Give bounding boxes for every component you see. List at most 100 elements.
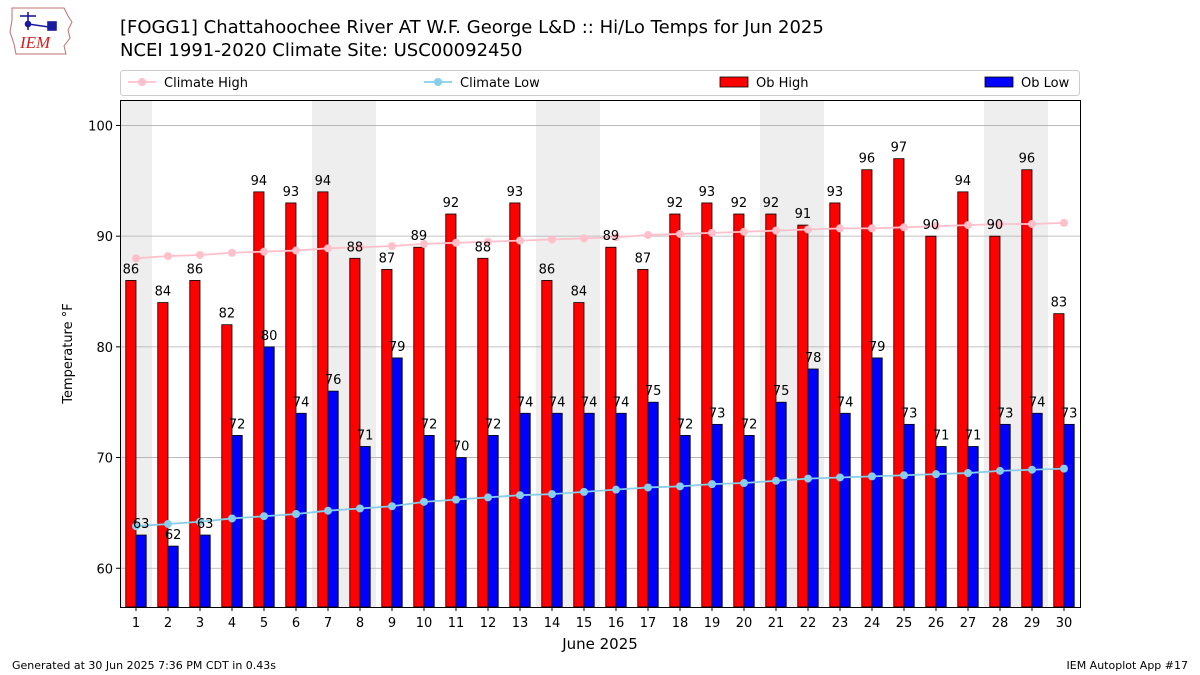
- ob-low-label: 72: [229, 417, 246, 432]
- ob-high-label: 96: [1019, 152, 1036, 167]
- climate-high-point: [612, 233, 620, 242]
- weekend-band: [792, 100, 824, 607]
- ob-high-bar: [445, 213, 457, 608]
- weekend-band: [984, 100, 1016, 607]
- ob-low-bar: [775, 401, 787, 608]
- weekend-band: [760, 100, 792, 607]
- x-tick-label: 19: [704, 616, 721, 631]
- ob-high-label: 93: [283, 185, 300, 200]
- x-tick-label: 10: [416, 616, 433, 631]
- x-tick-label: 27: [960, 616, 977, 631]
- ob-low-label: 73: [1061, 406, 1078, 421]
- ob-high-label: 90: [987, 218, 1004, 233]
- weekend-band: [344, 100, 376, 607]
- y-axis-label: Temperature °F: [61, 303, 76, 404]
- grid-lines: [120, 125, 1080, 569]
- ob-high-label: 82: [219, 307, 236, 322]
- ob-low-label: 70: [453, 440, 470, 455]
- ob-low-label: 72: [741, 417, 758, 432]
- climate-high-point: [964, 221, 972, 230]
- ob-low-bar: [1031, 412, 1043, 608]
- ob-high-label: 89: [603, 229, 620, 244]
- ob-low-bar: [167, 545, 179, 608]
- climate-high-point: [548, 235, 556, 244]
- ob-high-label: 84: [571, 285, 588, 300]
- climate-low-point: [1060, 464, 1068, 473]
- weekend-bands: [120, 100, 1048, 607]
- legend-label: Climate High: [164, 76, 248, 91]
- ob-low-label: 72: [485, 417, 502, 432]
- ob-high-bar: [477, 257, 489, 608]
- ob-low-bar: [903, 423, 915, 608]
- ob-low-label: 72: [421, 417, 438, 432]
- climate-lines: [132, 218, 1068, 531]
- climate-high-point: [292, 246, 300, 255]
- climate-low-point: [964, 469, 972, 478]
- x-tick-label: 25: [896, 616, 913, 631]
- ob-low-bar: [551, 412, 563, 608]
- x-tick-label: 7: [324, 616, 332, 631]
- x-tick-label: 23: [832, 616, 849, 631]
- ob-low-label: 73: [997, 406, 1014, 421]
- climate-low-point: [228, 514, 236, 523]
- ob-high-bar: [733, 213, 745, 608]
- ob-low-label: 74: [549, 395, 566, 410]
- ob-low-label: 74: [517, 395, 534, 410]
- climate-high-line: [135, 221, 1065, 260]
- climate-low-point: [324, 506, 332, 515]
- climate-high-point: [932, 222, 940, 231]
- ob-high-bar: [893, 158, 905, 608]
- ob-high-bar: [253, 191, 265, 608]
- ob-high-bar: [541, 280, 553, 608]
- ob-low-label: 74: [837, 395, 854, 410]
- weather-station-icon: [20, 12, 57, 31]
- ob-high-label: 92: [763, 196, 780, 211]
- chart-title: [FOGG1] Chattahoochee River AT W.F. Geor…: [120, 17, 824, 38]
- climate-low-point: [132, 522, 140, 531]
- x-tick-label: 29: [1024, 616, 1041, 631]
- ob-low-bar: [1063, 423, 1075, 608]
- ob-high-label: 94: [955, 174, 972, 189]
- ob-low-label: 74: [1029, 395, 1046, 410]
- ob-high-bar: [861, 169, 873, 608]
- climate-low-point: [644, 483, 652, 492]
- ob-high-bar: [925, 235, 937, 608]
- ob-low-bar: [519, 412, 531, 608]
- ob-high-bar: [669, 213, 681, 608]
- ob-low-bar: [967, 446, 979, 608]
- legend-bar-swatch: [719, 76, 749, 88]
- ob-low-label: 73: [901, 406, 918, 421]
- climate-high-point: [260, 247, 268, 256]
- ob-high-bar: [573, 302, 585, 608]
- climate-high-point: [1060, 218, 1068, 227]
- x-tick-label: 4: [228, 616, 236, 631]
- ob-low-bar: [295, 412, 307, 608]
- x-tick-label: 8: [356, 616, 364, 631]
- ob-high-bar: [1021, 169, 1033, 608]
- ob-high-bar: [381, 268, 393, 608]
- ob-low-bar: [839, 412, 851, 608]
- weekend-band: [1016, 100, 1048, 607]
- y-tick-label: 100: [88, 119, 113, 134]
- climate-low-point: [932, 470, 940, 479]
- ob-low-label: 75: [645, 384, 662, 399]
- ob-low-bar: [871, 357, 883, 608]
- x-tick-label: 6: [292, 616, 300, 631]
- climate-high-point: [484, 237, 492, 246]
- ob-low-label: 74: [581, 395, 598, 410]
- ob-high-label: 93: [827, 185, 844, 200]
- ob-high-bar: [285, 202, 297, 608]
- climate-low-point: [1028, 465, 1036, 474]
- climate-low-point: [612, 485, 620, 494]
- climate-low-point: [836, 473, 844, 482]
- ob-high-bar: [157, 302, 169, 608]
- climate-high-point: [676, 229, 684, 238]
- climate-low-point: [452, 495, 460, 504]
- climate-high-point: [580, 234, 588, 243]
- climate-low-point: [676, 482, 684, 491]
- ob-high-label: 83: [1051, 296, 1068, 311]
- ob-high-bar: [637, 268, 649, 608]
- legend-box: [120, 70, 1080, 96]
